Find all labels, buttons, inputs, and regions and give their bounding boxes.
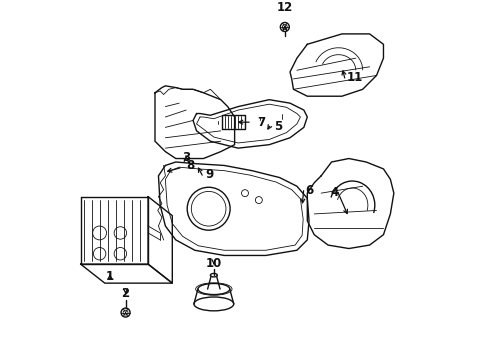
Text: 2: 2 [122,287,130,300]
Text: 10: 10 [206,257,222,270]
Text: 11: 11 [347,71,364,84]
Text: 8: 8 [186,159,195,172]
Text: 6: 6 [306,184,314,198]
Text: 9: 9 [205,168,214,181]
Text: 4: 4 [331,186,339,199]
Text: 7: 7 [257,116,265,129]
Text: 5: 5 [274,121,283,134]
Text: 12: 12 [277,1,293,14]
Text: 3: 3 [182,151,190,164]
Ellipse shape [198,283,230,294]
Text: 1: 1 [106,270,114,283]
